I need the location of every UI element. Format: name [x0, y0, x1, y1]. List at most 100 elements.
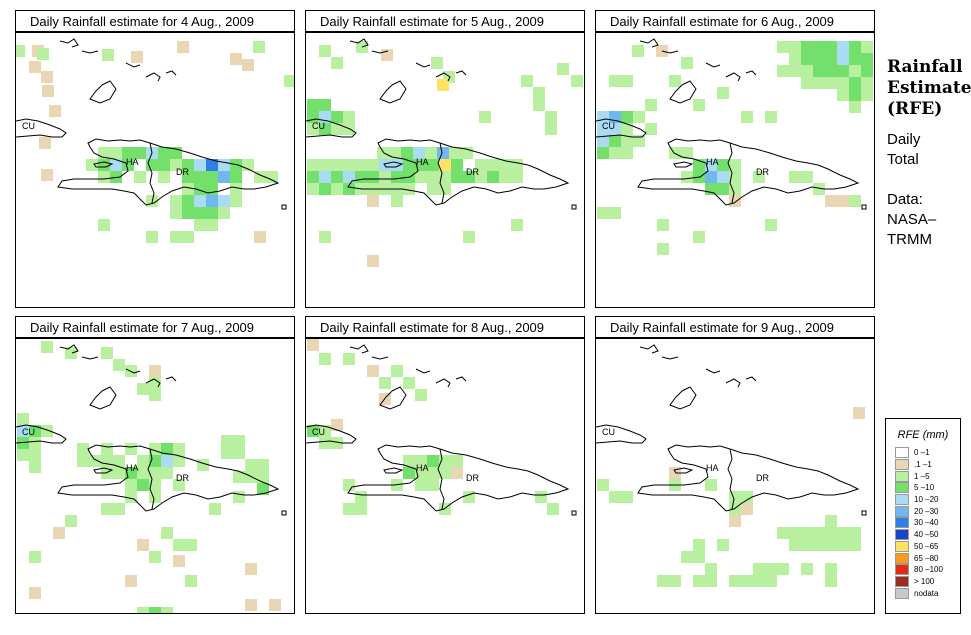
rain-cell: [533, 99, 545, 111]
rain-cell: [113, 455, 125, 467]
island-coastline: [639, 38, 659, 48]
rain-cell: [343, 111, 355, 123]
rain-cell: [849, 527, 861, 539]
rain-cell: [621, 123, 633, 135]
rain-cell: [367, 255, 379, 267]
rain-cell: [621, 75, 633, 87]
island-coastline: [705, 62, 721, 68]
rain-cell: [65, 347, 77, 359]
side-subtitle: Daily Total: [887, 130, 920, 170]
map-panel-aug-8: Daily Rainfall estimate for 8 Aug., 2009…: [305, 316, 585, 614]
rain-cell: [29, 461, 41, 473]
rainfall-map: CU HA DR: [596, 38, 873, 255]
island-coastline: [59, 38, 79, 48]
rain-cell: [134, 147, 146, 159]
panel-title: Daily Rainfall estimate for 5 Aug., 2009: [305, 10, 585, 32]
rain-cell: [284, 75, 294, 87]
rain-cell: [431, 57, 443, 69]
island-coastline: [89, 80, 117, 104]
rain-cell: [233, 447, 245, 459]
legend-label: 1 –5: [914, 471, 930, 481]
rainfall-map: CU HA DR: [596, 344, 867, 587]
rain-cell: [415, 455, 427, 467]
rain-cell: [137, 539, 149, 551]
rain-cell: [439, 159, 451, 171]
rain-cell: [149, 551, 161, 563]
rain-cell: [331, 419, 343, 431]
rain-cell: [194, 219, 206, 231]
rain-cell: [149, 491, 161, 503]
rainfall-map: CU HA DR: [16, 38, 294, 243]
legend-swatch: [895, 482, 909, 494]
rain-cell: [777, 41, 789, 53]
rain-cell: [245, 599, 257, 611]
rain-cell: [717, 87, 729, 99]
legend-swatch: [895, 494, 909, 506]
island-coastline: [371, 356, 389, 360]
rain-cell: [621, 135, 633, 147]
rain-cell: [319, 171, 331, 183]
haiti-dr-border: [437, 448, 445, 510]
rain-cell: [42, 85, 54, 97]
rain-cell: [413, 147, 425, 159]
legend-label: 80 –100: [914, 565, 943, 575]
rain-cell: [693, 99, 705, 111]
rain-cell: [427, 159, 439, 171]
rain-cell: [439, 183, 451, 195]
rain-cell: [825, 195, 837, 207]
rain-cell: [391, 171, 403, 183]
rain-cell: [319, 159, 331, 171]
rain-cell: [657, 219, 669, 231]
rain-cell: [609, 123, 621, 135]
rain-cell: [307, 99, 319, 111]
rain-cell: [609, 147, 621, 159]
rain-cell: [801, 563, 813, 575]
rain-cell: [149, 365, 161, 377]
rain-cell: [849, 539, 861, 551]
legend-rows: 0 –1 .1 –1 1 –5 5 –10 10 –20 20 –30 30 –40 40 –…: [886, 447, 960, 599]
rain-cell: [37, 48, 49, 60]
rain-cell: [801, 77, 813, 89]
rain-cell: [451, 455, 463, 467]
rain-cell: [801, 171, 813, 183]
rain-cell: [621, 111, 633, 123]
legend-label: 0 –1: [914, 448, 930, 458]
rain-cell: [837, 65, 849, 77]
country-label: CU: [312, 121, 325, 131]
rain-cell: [657, 243, 669, 255]
panel-title: Daily Rainfall estimate for 7 Aug., 2009: [15, 316, 295, 338]
rain-cell: [343, 183, 355, 195]
rain-cell: [632, 45, 644, 57]
rain-cell: [645, 99, 657, 111]
rain-cell: [693, 575, 705, 587]
country-label: HA: [706, 463, 719, 473]
rain-cell: [122, 159, 134, 171]
rain-cell: [137, 455, 149, 467]
rain-cell: [125, 491, 137, 503]
legend-label: 50 –65: [914, 541, 939, 551]
legend-swatch: [895, 470, 909, 482]
rain-cell: [801, 65, 813, 77]
legend-item: 20 –30: [895, 505, 960, 517]
rain-cell: [609, 75, 621, 87]
rain-cell: [230, 183, 242, 195]
rain-cell: [185, 575, 197, 587]
legend-swatch: [895, 587, 909, 599]
rain-cell: [801, 53, 813, 65]
rain-cell: [813, 41, 825, 53]
rain-cell: [499, 159, 511, 171]
legend-label: nodata: [914, 588, 939, 598]
legend-swatch: [895, 517, 909, 529]
rain-cell: [161, 607, 173, 613]
rain-cell: [343, 159, 355, 171]
rain-cell: [41, 341, 53, 353]
rain-cell: [319, 425, 331, 437]
rain-cell: [861, 53, 873, 65]
rain-cell: [437, 147, 449, 159]
rain-cell: [53, 527, 65, 539]
rain-cell: [149, 607, 161, 613]
rain-cell: [425, 147, 437, 159]
rain-cell: [137, 467, 149, 479]
rain-cell: [101, 347, 113, 359]
rain-cell: [377, 147, 389, 159]
